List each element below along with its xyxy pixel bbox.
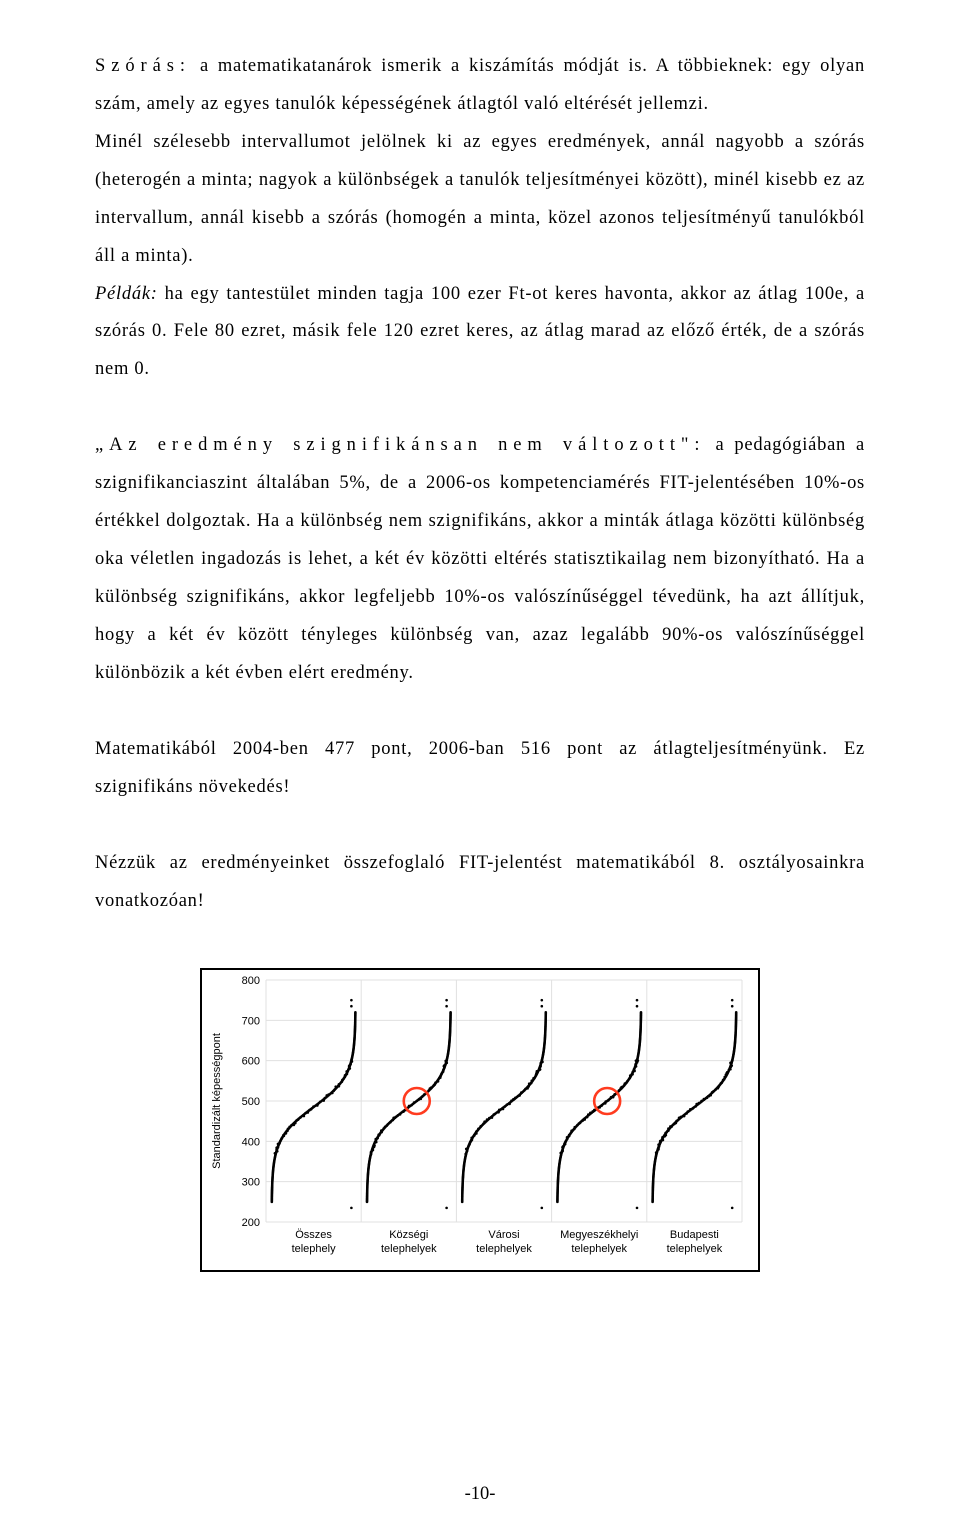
svg-text:Községi: Községi <box>389 1229 428 1241</box>
page-number: -10- <box>0 1484 960 1505</box>
svg-text:400: 400 <box>242 1137 260 1149</box>
paragraph-signif: „Az eredmény szignifikánsan nem változot… <box>95 427 865 692</box>
svg-text:Budapesti: Budapesti <box>670 1229 719 1241</box>
svg-text:Standardizált képességpont: Standardizált képességpont <box>211 1034 223 1170</box>
svg-text:telephelyek: telephelyek <box>381 1243 437 1255</box>
page-root: Szórás: a matematikatanárok ismerik a ki… <box>0 0 960 1537</box>
svg-text:telephelyek: telephelyek <box>571 1243 627 1255</box>
svg-text:telephelyek: telephelyek <box>476 1243 532 1255</box>
paragraph-example: Példák: ha egy tantestület minden tagja … <box>95 276 865 390</box>
chart-container: 200 300 400 500 600 700 800 Összes telephely Közs… <box>200 968 760 1272</box>
svg-text:telephelyek: telephelyek <box>667 1243 723 1255</box>
svg-text:700: 700 <box>242 1016 260 1028</box>
chart-svg: 200 300 400 500 600 700 800 Összes telephely Közs… <box>202 970 758 1270</box>
svg-text:Városi: Városi <box>488 1229 519 1241</box>
spacer-1 <box>95 389 865 427</box>
paragraph-interval: Minél szélesebb intervallumot jelölnek k… <box>95 124 865 276</box>
svg-text:800: 800 <box>242 975 260 987</box>
svg-text:Összes: Összes <box>295 1229 332 1241</box>
paragraph-szoras: Szórás: a matematikatanárok ismerik a ki… <box>95 48 865 124</box>
svg-text:Megyeszékhelyi: Megyeszékhelyi <box>560 1229 638 1241</box>
svg-text:200: 200 <box>242 1217 260 1229</box>
signif-rest: a pedagógiában a szignifikanciaszint ált… <box>95 435 865 683</box>
svg-text:600: 600 <box>242 1056 260 1068</box>
signif-quote: „Az eredmény szignifikánsan nem változot… <box>95 435 705 455</box>
paragraph-math-scores: Matematikából 2004-ben 477 pont, 2006-ba… <box>95 731 865 807</box>
example-label: Példák: <box>95 284 158 304</box>
spacer-3 <box>95 807 865 845</box>
svg-text:telephely: telephely <box>292 1243 337 1255</box>
svg-text:500: 500 <box>242 1096 260 1108</box>
example-text: ha egy tantestület minden tagja 100 ezer… <box>95 284 865 380</box>
szoras-term: Szórás: <box>95 56 191 76</box>
paragraph-fit-intro: Nézzük az eredményeinket összefoglaló FI… <box>95 845 865 921</box>
spacer-2 <box>95 693 865 731</box>
para1-rest: a matematikatanárok ismerik a kiszámítás… <box>95 56 865 114</box>
svg-text:300: 300 <box>242 1177 260 1189</box>
